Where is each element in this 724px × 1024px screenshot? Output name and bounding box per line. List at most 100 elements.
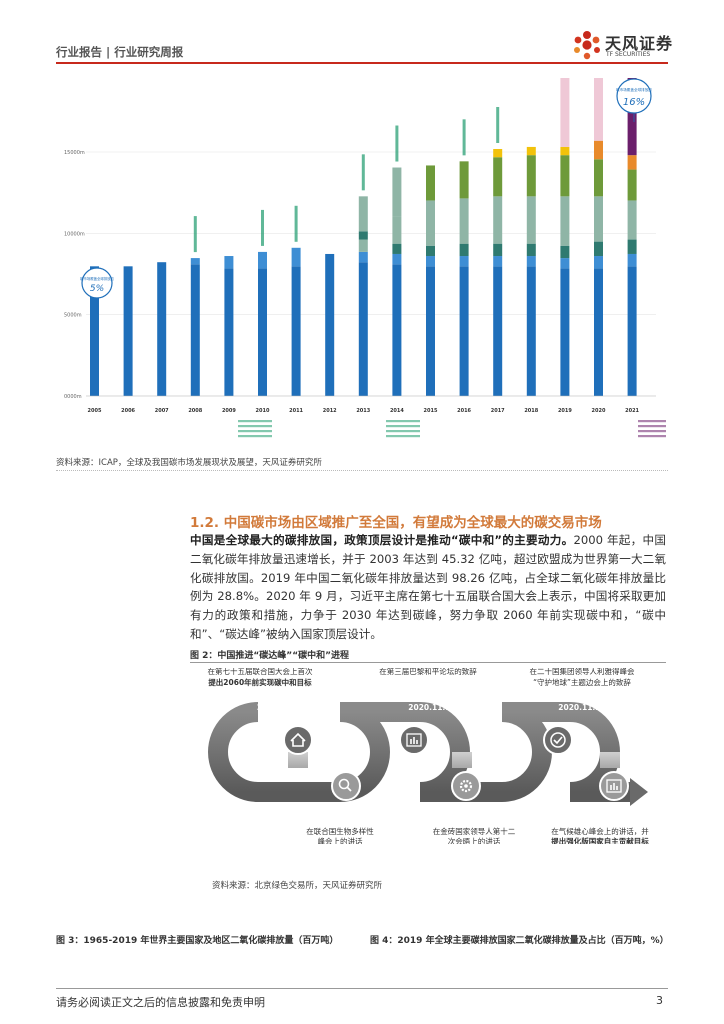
bar-segment: [459, 198, 469, 244]
brand-name-en: TF SECURITIES: [606, 51, 651, 58]
legend-note-line: [238, 420, 272, 423]
event3-date: 2020.11.12: [408, 703, 455, 712]
x-tick-label: 2012: [323, 408, 337, 414]
x-tick-label: 2007: [155, 408, 169, 414]
bar-segment: [392, 264, 402, 396]
x-tick-label: 2011: [289, 408, 303, 414]
timeline-event-5: 在二十国集团领导人利雅得峰会 “守护地球”主题边会上的致辞 2020.11.22: [530, 668, 635, 755]
bar-segment: [560, 155, 570, 197]
legend-note-line: [386, 420, 420, 423]
footer-rule: [56, 988, 668, 989]
bar-segment: [594, 241, 603, 257]
x-tick-label: 2006: [121, 408, 135, 414]
event5-text2: “守护地球”主题边会上的致辞: [533, 677, 631, 687]
event4-text1: 在金砖国家领导人第十二: [433, 826, 516, 836]
bar-segment: [392, 253, 402, 265]
bar-segment: [594, 159, 603, 197]
timeline-event-1: 在第七十五届联合国大会上首次 提出2060年前实现碳中和目标 2020.9.22: [208, 668, 313, 755]
event1-text1: 在第七十五届联合国大会上首次: [208, 668, 313, 676]
bar-annotation-marker: [193, 216, 197, 253]
legend-note-line: [238, 425, 272, 428]
bar-segment: [627, 253, 637, 267]
callout-value: 5%: [90, 284, 104, 294]
figure2-title: 图 2：中国推进“碳达峰”“碳中和”进程: [190, 651, 350, 661]
bar-segment: [594, 268, 603, 396]
legend-note-line: [386, 430, 420, 433]
event1-date: 2020.9.22: [257, 703, 299, 712]
x-tick-label: 2015: [424, 408, 438, 414]
y-tick-label: 5000m: [64, 313, 82, 319]
paragraph-lead: 中国是全球最大的碳排放国，政策顶层设计是推动“碳中和”的主要动力。: [190, 533, 574, 547]
x-tick-label: 2008: [188, 408, 202, 414]
bar-segment: [493, 148, 503, 158]
coverage-callout-2005: [81, 267, 113, 299]
bar-annotation-marker: [294, 205, 298, 242]
x-tick-label: 2014: [390, 408, 404, 414]
paragraph-body: 2000 年起，中国二氧化碳年排放量迅速增长，并于 2003 年达到 45.32…: [190, 533, 666, 641]
figure2-source: 资料来源：北京绿色交易所，天风证券研究所: [212, 881, 383, 891]
event4-date: 2020.11.17: [444, 813, 491, 822]
bar-segment: [459, 256, 469, 267]
timeline-track: [208, 702, 420, 802]
event6-text1: 在气候雄心峰会上的讲话，并: [551, 826, 649, 836]
bar-segment: [392, 243, 402, 254]
event5-date: 2020.11.22: [558, 703, 605, 712]
bar-segment: [627, 266, 637, 396]
x-tick-label: 2021: [625, 408, 639, 414]
search-icon: [331, 771, 361, 801]
coverage-callout-2021: [616, 78, 652, 114]
bar-segment: [392, 167, 402, 217]
figure2-rule: [190, 662, 666, 663]
callout-label: 碳市场覆盖全球排放的: [616, 87, 652, 92]
bar-segment: [459, 161, 469, 199]
legend-note-line: [386, 425, 420, 428]
figure3-title: 图 3：1965-2019 年世界主要国家及地区二氧化碳排放量（百万吨）: [56, 936, 339, 946]
y-tick-label: 15000m: [64, 150, 85, 156]
bar-segment: [594, 196, 603, 242]
timeline-track-2: [419, 702, 630, 802]
event1-text2: 提出2060年前实现碳中和目标: [208, 677, 312, 687]
callout-value: 16%: [623, 97, 645, 108]
bar-segment: [459, 243, 469, 257]
event3-text1: 在第三届巴黎和平论坛的致辞: [379, 668, 477, 676]
bar-segment: [526, 266, 536, 396]
bar-segment: [426, 256, 435, 267]
bar-annotation-marker: [361, 154, 365, 191]
bar-segment: [493, 196, 503, 244]
bar-segment: [224, 268, 234, 396]
bar-segment: [426, 245, 435, 257]
legend-note-line: [638, 425, 666, 428]
chart1-source: 资料来源：ICAP，全球及我国碳市场发展现状及展望，天风证券研究所: [56, 458, 322, 468]
bar-segment: [493, 256, 503, 267]
timeline-event-2: 2020.9.22 在联合国生物多样性 峰会上的讲话: [306, 771, 374, 844]
bar-segment: [459, 266, 469, 396]
bar-segment: [358, 196, 368, 232]
bar-segment: [291, 266, 301, 396]
carbon-market-coverage-chart: 15000m 10000m 5000m 0000m 2005 2006 2007 2008 20…: [64, 78, 666, 438]
bar-segment: [560, 78, 570, 147]
bar-segment: [493, 266, 503, 396]
brand-logo-icon: [574, 31, 600, 60]
brand-name-cn: 天风证券: [605, 34, 674, 53]
bar-annotation-marker: [261, 209, 264, 246]
bar-segment: [157, 262, 167, 396]
bar-segment: [493, 243, 503, 257]
legend-note-line: [386, 435, 420, 438]
bar-segment: [190, 258, 200, 265]
timeline-event-4: 2020.11.17 在金砖国家领导人第十二 次会晤上的讲话: [433, 771, 516, 844]
bar-segment: [526, 256, 536, 267]
bar-segment: [493, 157, 503, 197]
bar-segment: [526, 243, 536, 257]
bar-segment: [392, 216, 402, 244]
bar-segment: [358, 231, 368, 240]
bar-annotation-marker: [462, 119, 466, 156]
bar-segment: [190, 264, 200, 396]
bar-segment: [123, 266, 133, 396]
footer-disclaimer: 请务必阅读正文之后的信息披露和免责申明: [56, 996, 265, 1009]
bar-segment: [526, 155, 536, 197]
header-label: 行业报告 | 行业研究周报: [56, 45, 184, 59]
bar-segment: [560, 258, 570, 269]
bar-segment: [224, 256, 234, 269]
home-icon: [283, 725, 313, 755]
x-tick-label: 2020: [592, 408, 606, 414]
